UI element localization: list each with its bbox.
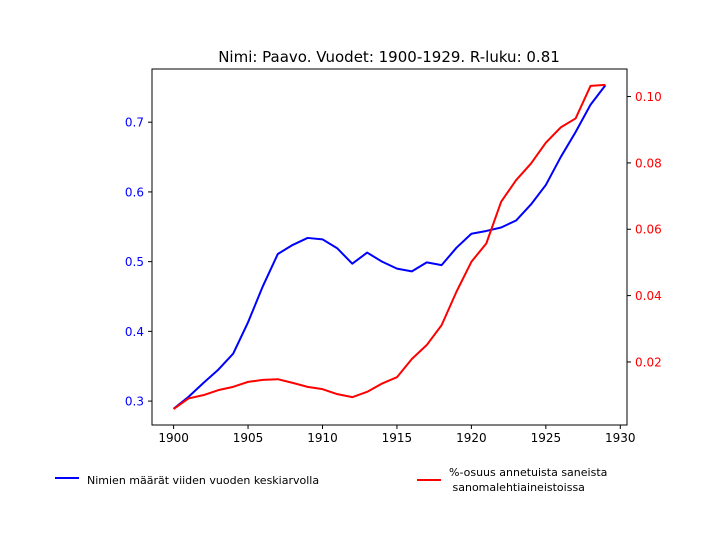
y-axis-left: 0.3 0.4 0.5 0.6 0.7 bbox=[125, 116, 152, 409]
series-line-left bbox=[172, 84, 607, 410]
x-tick-label: 1910 bbox=[307, 431, 338, 445]
y-left-tick-label: 0.4 bbox=[125, 325, 144, 339]
y-left-tick-label: 0.5 bbox=[125, 255, 144, 269]
x-tick-label: 1905 bbox=[233, 431, 264, 445]
x-tick-label: 1920 bbox=[456, 431, 487, 445]
y-axis-right: 0.02 0.04 0.06 0.08 0.10 bbox=[627, 90, 662, 369]
y-right-tick-label: 0.08 bbox=[635, 156, 662, 170]
legend-label-right-series: %-osuus annetuista saneista sanomalehtia… bbox=[449, 466, 607, 494]
y-left-tick-label: 0.6 bbox=[125, 185, 144, 199]
y-right-tick-label: 0.10 bbox=[635, 90, 662, 104]
x-tick-label: 1900 bbox=[158, 431, 189, 445]
y-right-tick-label: 0.04 bbox=[635, 289, 662, 303]
chart-title: Nimi: Paavo. Vuodet: 1900-1929. R-luku: … bbox=[218, 48, 560, 66]
legend-label-line: %-osuus annetuista saneista bbox=[449, 466, 607, 479]
x-tick-label: 1925 bbox=[531, 431, 562, 445]
legend-label-left-series: Nimien määrät viiden vuoden keskiarvolla bbox=[87, 474, 319, 487]
x-tick-label: 1930 bbox=[605, 431, 636, 445]
series-line-right bbox=[173, 83, 606, 410]
series-layer bbox=[172, 83, 607, 410]
legend-label-line: sanomalehtiaineistoissa bbox=[449, 481, 585, 494]
legend: Nimien määrät viiden vuoden keskiarvolla… bbox=[55, 466, 607, 494]
legend-item-left-series: Nimien määrät viiden vuoden keskiarvolla bbox=[55, 474, 319, 487]
y-right-tick-label: 0.02 bbox=[635, 355, 662, 369]
legend-item-right-series: %-osuus annetuista saneista sanomalehtia… bbox=[417, 466, 607, 494]
y-left-tick-label: 0.7 bbox=[125, 116, 144, 130]
plot-area bbox=[151, 68, 628, 426]
y-right-tick-label: 0.06 bbox=[635, 223, 662, 237]
x-tick-label: 1915 bbox=[382, 431, 413, 445]
x-axis: 1900 1905 1910 1915 1920 1925 1930 bbox=[158, 425, 636, 445]
y-left-tick-label: 0.3 bbox=[125, 395, 144, 409]
